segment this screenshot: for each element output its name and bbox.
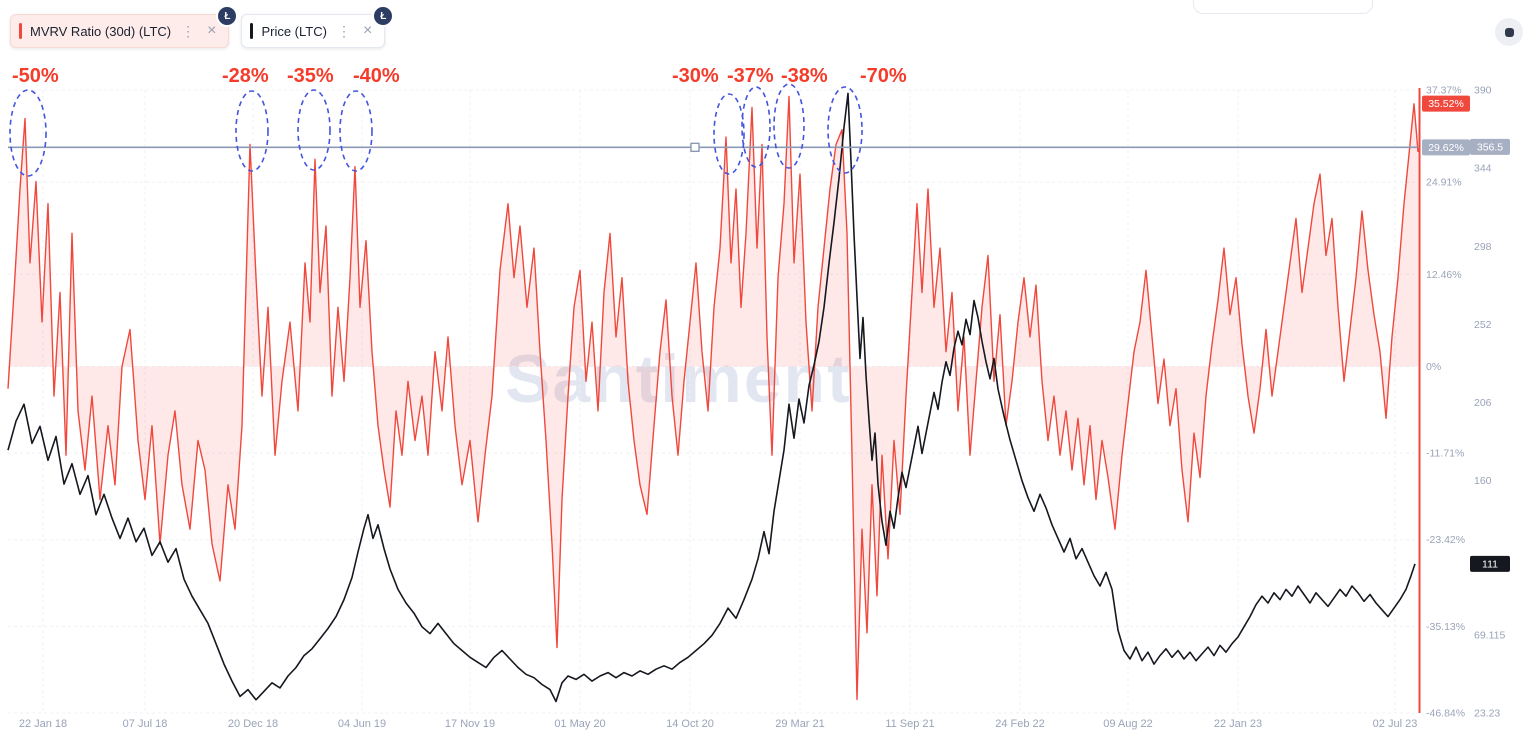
percent-axis-tick-label: 12.46% [1426,269,1462,281]
x-axis-tick-label: 22 Jan 23 [1214,718,1262,730]
annotation-label: -70% [860,65,907,87]
percent-axis-badge-label: 29.62% [1428,142,1464,154]
annotation-label: -35% [287,65,334,87]
x-axis-tick-label: 24 Feb 22 [995,718,1045,730]
trendline-handle[interactable] [690,142,700,153]
watermark: Santiment [505,340,852,418]
percent-axis-tick-label: 0% [1426,361,1441,373]
annotation-label: -38% [781,65,828,87]
x-axis-tick-label: 02 Jul 23 [1373,718,1418,730]
price-axis-badge-label: 356.5 [1477,141,1503,153]
metric-chip-label-mvrv: MVRV Ratio (30d) (LTC) [30,23,172,39]
price-axis-tick-label: 23.23 [1474,708,1500,720]
kebab-icon[interactable]: ⋮ [181,22,196,39]
annotation-ellipse[interactable] [9,89,47,177]
percent-axis-badge [1422,139,1470,156]
x-axis-tick-label: 11 Sep 21 [885,718,934,730]
price-axis-tick-label: 298 [1474,241,1492,253]
x-axis-tick-label: 09 Aug 22 [1103,718,1153,730]
price-axis-badge [1470,138,1510,155]
annotation-label: -50% [12,65,59,87]
annotation-ellipse[interactable] [741,86,771,168]
x-axis-tick-label: 20 Dec 18 [228,718,278,730]
annotation-label: -40% [353,65,400,87]
price-axis-tick-label: 344 [1474,163,1492,175]
percent-axis-badge-label: 35.52% [1428,98,1464,110]
annotation-ellipse[interactable] [827,86,863,174]
x-axis-tick-label: 14 Oct 20 [666,718,714,730]
metric-chip-mvrv[interactable]: MVRV Ratio (30d) (LTC) ⋮ × Ł [10,5,239,48]
metric-chip-price[interactable]: Price (LTC) ⋮ × Ł [241,5,395,48]
x-axis-tick-label: 29 Mar 21 [775,718,825,730]
percent-axis-tick-label: -46.84% [1426,708,1465,720]
percent-axis-tick-label: 37.37% [1426,85,1462,97]
metric-chip-label-price: Price (LTC) [261,23,327,39]
price-axis-tick-label: 69.115 [1474,630,1505,642]
price-axis-tick-label: 390 [1474,85,1492,97]
price-axis-badge [1470,555,1510,572]
x-axis-tick-label: 17 Nov 19 [445,718,495,730]
price-axis-tick-label: 160 [1474,475,1492,487]
percent-axis-tick-label: -11.71% [1426,448,1464,460]
x-axis-tick-label: 04 Jun 19 [338,718,386,730]
percent-axis-tick-label: -35.13% [1426,621,1465,633]
x-axis-tick-label: 22 Jan 18 [19,718,67,730]
price-line [7,92,1416,703]
annotation-ellipse[interactable] [339,90,373,172]
litecoin-badge-icon[interactable]: Ł [216,5,239,27]
price-axis-tick-label: 206 [1474,397,1492,409]
close-icon[interactable]: × [207,22,217,39]
price-axis-badge-label: 111 [1482,558,1498,570]
annotation-ellipse[interactable] [773,83,805,169]
annotation-label: -28% [222,65,269,87]
annotation-ellipse[interactable] [713,93,745,175]
x-axis-tick-label: 07 Jul 18 [123,718,168,730]
kebab-icon[interactable]: ⋮ [336,22,351,39]
toolbar-panel [1193,0,1373,14]
close-icon[interactable]: × [362,22,373,39]
metric-chip-bar: MVRV Ratio (30d) (LTC) ⋮ × Ł Price (LTC)… [10,5,395,48]
annotation-label: -37% [727,65,774,87]
x-axis-tick-label: 01 May 20 [554,718,605,730]
settings-dot-icon [1504,27,1514,37]
mvrv-line [7,95,1419,701]
annotation-label: -30% [672,65,719,87]
percent-axis-badge [1422,95,1470,112]
litecoin-badge-icon[interactable]: Ł [372,5,395,27]
annotation-ellipse[interactable] [297,89,331,171]
percent-axis-tick-label: -23.42% [1426,534,1465,546]
price-axis-tick-label: 252 [1474,319,1492,331]
percent-axis-tick-label: 24.91% [1426,177,1462,189]
annotation-ellipse[interactable] [235,90,269,172]
settings-button[interactable] [1495,18,1523,46]
metric-color-indicator-mvrv [19,23,22,39]
metric-color-indicator-price [250,23,254,39]
